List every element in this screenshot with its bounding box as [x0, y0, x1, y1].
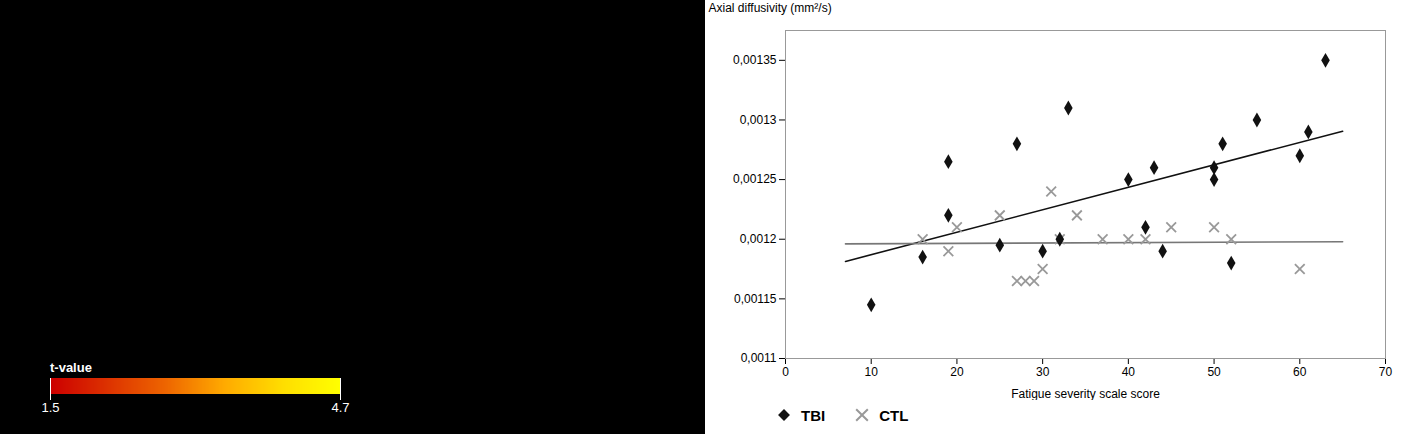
svg-text:40: 40: [1122, 365, 1136, 379]
svg-text:50: 50: [1207, 365, 1221, 379]
svg-text:Axial diffusivity (mm²/s): Axial diffusivity (mm²/s): [709, 1, 832, 15]
svg-text:0,00135: 0,00135: [733, 53, 777, 67]
svg-text:0,0011: 0,0011: [741, 351, 777, 365]
svg-text:0,0012: 0,0012: [740, 232, 777, 246]
svg-text:Fatigue severity scale score: Fatigue severity scale score: [1011, 387, 1160, 401]
svg-text:0,0013: 0,0013: [740, 113, 777, 127]
svg-text:0,00115: 0,00115: [734, 292, 777, 306]
svg-text:4.7: 4.7: [331, 400, 349, 415]
svg-text:20: 20: [950, 365, 964, 379]
svg-text:1.5: 1.5: [41, 400, 59, 415]
svg-text:60: 60: [1293, 365, 1307, 379]
svg-text:0,00125: 0,00125: [733, 172, 777, 186]
svg-text:t-value: t-value: [50, 360, 92, 375]
html-text:TBI: TBI: [801, 406, 826, 424]
svg-text:70: 70: [1379, 365, 1393, 379]
svg-text:0: 0: [782, 365, 789, 379]
html-text:CTL: CTL: [879, 406, 909, 424]
svg-text:10: 10: [865, 365, 879, 379]
svg-text:30: 30: [1036, 365, 1050, 379]
